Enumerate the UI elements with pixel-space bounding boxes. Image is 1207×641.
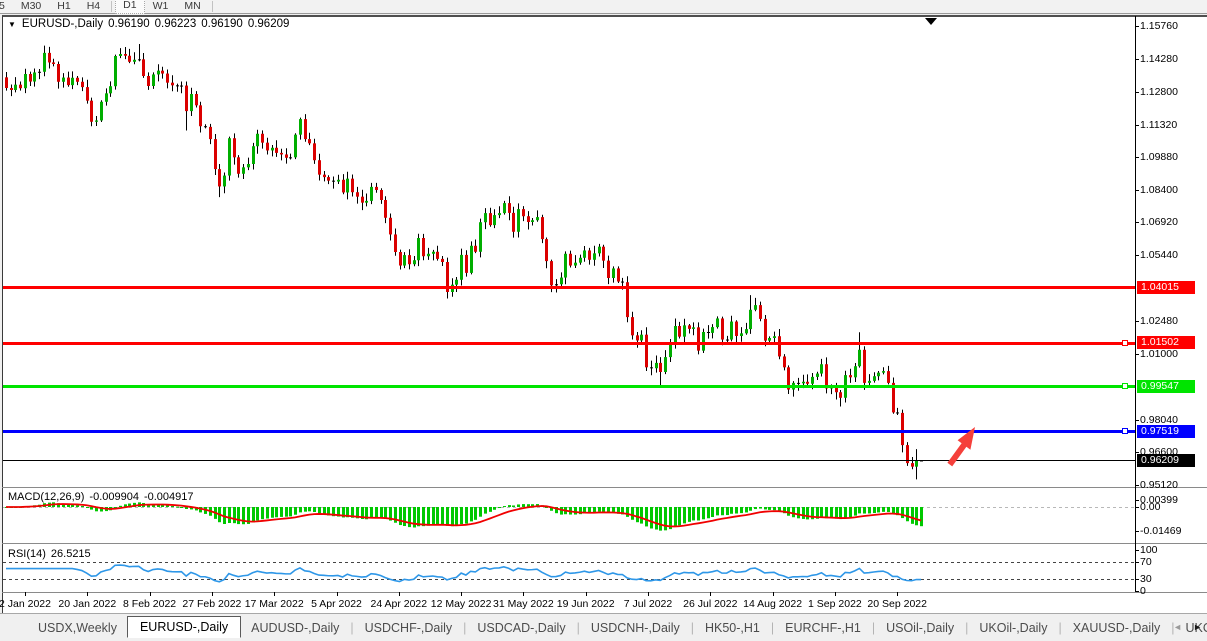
- ohlc-close: 0.96209: [247, 18, 290, 30]
- tab-xauusd-daily[interactable]: XAUUSD-,Daily: [1072, 620, 1161, 635]
- tab-separator: |: [1171, 620, 1175, 635]
- tab-usdcnh-daily[interactable]: USDCNH-,Daily: [590, 620, 680, 635]
- tab-usdchf-daily[interactable]: USDCHF-,Daily: [364, 620, 453, 635]
- timeframe-button-mn[interactable]: MN: [184, 0, 201, 12]
- rsi-label: RSI(14) 26.5215: [8, 548, 91, 560]
- timeframe-button-h4[interactable]: H4: [86, 0, 101, 12]
- tab-separator: |: [871, 620, 876, 635]
- macd-label: MACD(12,26,9) -0.009904 -0.004917: [8, 491, 194, 503]
- timeframe-button-d1[interactable]: D1: [115, 0, 145, 14]
- tab-usdx-weekly[interactable]: USDX,Weekly: [38, 620, 117, 635]
- tab-separator: |: [690, 620, 694, 635]
- rsi-value: 26.5215: [50, 548, 91, 560]
- ohlc-low: 0.96190: [201, 18, 243, 30]
- timeframe-button-5[interactable]: 5: [0, 0, 5, 12]
- tab-eurchf-h1[interactable]: EURCHF-,H1: [785, 620, 861, 635]
- tab-ukoil-daily[interactable]: UKOil-,Daily: [979, 620, 1048, 635]
- timeframe-button-m30[interactable]: M30: [20, 0, 42, 12]
- tab-eurusd-daily[interactable]: EURUSD-,Daily: [126, 615, 242, 638]
- collapse-icon[interactable]: ▼: [8, 19, 16, 29]
- up-arrow-annotation[interactable]: [938, 418, 988, 470]
- timeframe-button-w1[interactable]: W1: [152, 0, 169, 12]
- tab-usdcad-daily[interactable]: USDCAD-,Daily: [477, 620, 566, 635]
- tab-ukoil-da[interactable]: UKOil-,Da: [1185, 620, 1207, 635]
- tab-separator: |: [965, 620, 969, 635]
- chart-end-marker-icon: [925, 18, 937, 25]
- toolbar-separator: [211, 1, 213, 12]
- tab-separator: |: [350, 620, 354, 635]
- macd-value: -0.009904: [89, 491, 139, 503]
- tab-scroll-left-icon[interactable]: ◄: [1173, 622, 1183, 632]
- tab-separator: |: [463, 620, 467, 635]
- tab-separator: |: [576, 620, 580, 635]
- ohlc-high: 0.96223: [154, 18, 197, 30]
- tab-hk50-h1[interactable]: HK50-,H1: [704, 620, 760, 635]
- timeframe-toolbar: 5 M30 H1 H4 D1 W1 MN: [0, 0, 1207, 14]
- ohlc-open: 0.96190: [108, 18, 150, 30]
- tab-audusd-daily[interactable]: AUDUSD-,Daily: [251, 620, 340, 635]
- symbol-period-label: EURUSD-,Daily: [21, 18, 104, 30]
- tab-separator: |: [1058, 620, 1062, 635]
- toolbar-separator: [111, 1, 113, 12]
- chart-tab-bar: USDX,Weekly EURUSD-,Daily AUDUSD-,Daily | US…: [0, 613, 1207, 641]
- tab-scroll-controls: ◄ ►: [1173, 613, 1202, 641]
- macd-signal-value: -0.004917: [143, 491, 194, 503]
- timeframe-button-h1[interactable]: H1: [57, 0, 71, 12]
- tab-usoil-daily[interactable]: USOil-,Daily: [886, 620, 955, 635]
- tab-scroll-right-icon[interactable]: ►: [1193, 622, 1202, 632]
- chart-title: ▼ EURUSD-,Daily 0.96190 0.96223 0.96190 …: [8, 18, 289, 30]
- tab-separator: |: [770, 620, 775, 635]
